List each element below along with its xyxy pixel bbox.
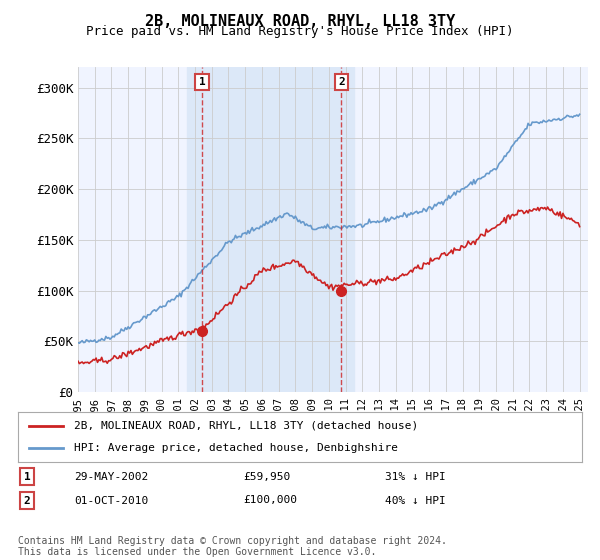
Text: 29-MAY-2002: 29-MAY-2002 — [74, 472, 149, 482]
Text: 2B, MOLINEAUX ROAD, RHYL, LL18 3TY: 2B, MOLINEAUX ROAD, RHYL, LL18 3TY — [145, 14, 455, 29]
Text: HPI: Average price, detached house, Denbighshire: HPI: Average price, detached house, Denb… — [74, 443, 398, 453]
Text: 40% ↓ HPI: 40% ↓ HPI — [385, 496, 445, 506]
Text: Price paid vs. HM Land Registry's House Price Index (HPI): Price paid vs. HM Land Registry's House … — [86, 25, 514, 38]
Bar — [187, 67, 354, 392]
Text: 1: 1 — [199, 77, 205, 87]
Text: 2: 2 — [23, 496, 31, 506]
Text: 1: 1 — [23, 472, 31, 482]
Text: £100,000: £100,000 — [244, 496, 298, 506]
Text: 2: 2 — [338, 77, 345, 87]
Text: 01-OCT-2010: 01-OCT-2010 — [74, 496, 149, 506]
Text: Contains HM Land Registry data © Crown copyright and database right 2024.
This d: Contains HM Land Registry data © Crown c… — [18, 535, 447, 557]
Text: 31% ↓ HPI: 31% ↓ HPI — [385, 472, 445, 482]
Text: £59,950: £59,950 — [244, 472, 291, 482]
Text: 2B, MOLINEAUX ROAD, RHYL, LL18 3TY (detached house): 2B, MOLINEAUX ROAD, RHYL, LL18 3TY (deta… — [74, 421, 419, 431]
